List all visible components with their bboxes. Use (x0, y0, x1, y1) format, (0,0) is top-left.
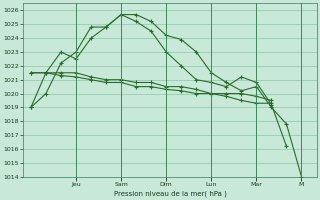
X-axis label: Pression niveau de la mer( hPa ): Pression niveau de la mer( hPa ) (114, 190, 226, 197)
